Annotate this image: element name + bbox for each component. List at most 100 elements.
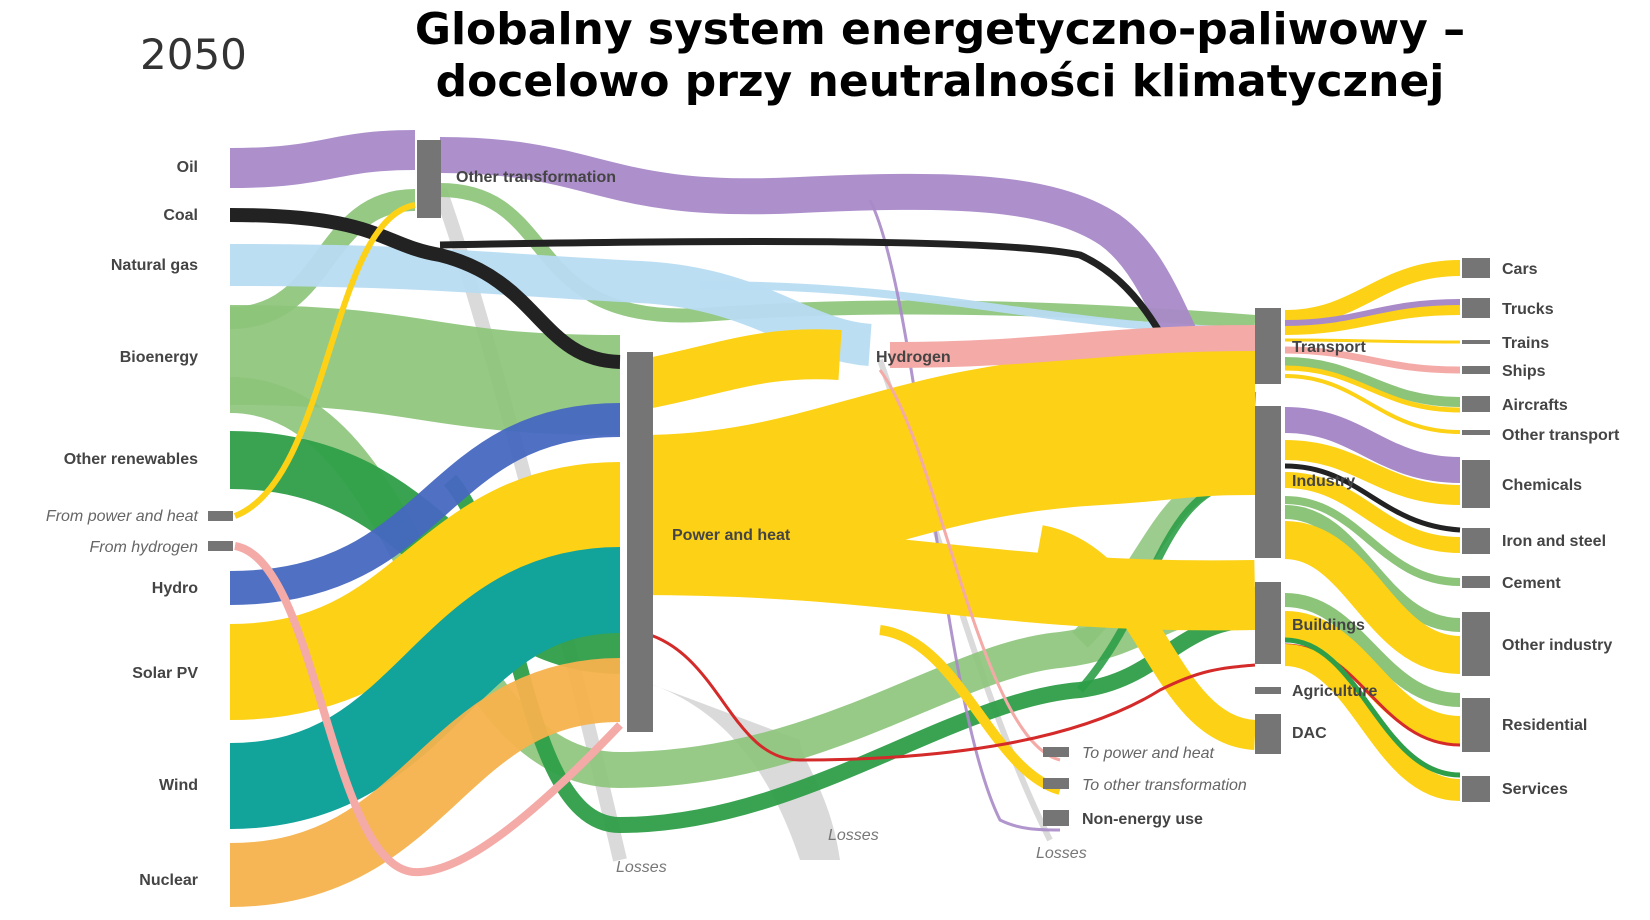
flow-power-to-other-transf [879, 625, 1062, 795]
flow-industry-to-steel-coal [1284, 463, 1461, 533]
node-aircrafts [1462, 396, 1490, 412]
flow-power-to-buildings [639, 525, 1256, 631]
node-cement [1462, 576, 1490, 588]
node-trucks [1462, 298, 1490, 318]
flow-transport-to-trains [1284, 338, 1461, 344]
flows [228, 130, 1462, 907]
label-buildings: Buildings [1292, 617, 1365, 634]
label-to-other-transformation: To other transformation [1082, 777, 1247, 794]
flow-power-to-sectors [639, 345, 1256, 585]
flow-transport-to-aircrafts [1284, 357, 1461, 407]
node-industry [1255, 406, 1281, 558]
node-from-power-heat [208, 511, 233, 521]
flow-from-hydrogen [233, 542, 623, 877]
label-industry: Industry [1292, 473, 1355, 490]
label-to-power-heat: To power and heat [1082, 745, 1215, 762]
label-from-hydrogen: From hydrogen [90, 539, 199, 556]
label-other-industry: Other industry [1502, 637, 1612, 654]
label-losses-2: Losses [828, 827, 879, 844]
node-chemicals [1462, 460, 1490, 508]
label-aircrafts: Aircrafts [1502, 397, 1568, 414]
node-cars [1462, 258, 1490, 278]
flow-bio-to-power [229, 305, 621, 435]
label-hydro: Hydro [152, 580, 198, 597]
flow-transport-to-aircrafts-b [1284, 365, 1461, 413]
label-dac: DAC [1292, 725, 1327, 742]
flow-transport-to-ships [1284, 346, 1461, 374]
label-other-transport: Other transport [1502, 427, 1620, 444]
label-coal: Coal [163, 207, 198, 224]
flow-gas-to-hydrogen [229, 244, 873, 366]
title-line-2: docelowo przy neutralności klimatycznej [435, 56, 1445, 107]
label-solar-pv: Solar PV [132, 665, 198, 682]
label-ships: Ships [1502, 363, 1546, 380]
node-buildings [1255, 582, 1281, 664]
label-wind: Wind [159, 777, 198, 794]
flow-nuclear-to-power [229, 658, 621, 907]
flow-oil-to-transport [439, 137, 1258, 428]
label-trucks: Trucks [1502, 301, 1554, 318]
flow-power-to-hydrogen [635, 329, 842, 410]
label-agriculture: Agriculture [1292, 683, 1377, 700]
label-hydrogen: Hydrogen [876, 349, 951, 366]
flow-industry-to-chemicals [1284, 440, 1461, 505]
label-from-power-heat: From power and heat [46, 508, 199, 525]
year-label: 2050 [140, 30, 247, 79]
node-residential [1462, 698, 1490, 752]
node-iron-steel [1462, 528, 1490, 554]
flow-hydro-to-power [229, 403, 621, 605]
flow-heat-to-buildings [639, 630, 1256, 762]
flow-solar-to-power [228, 462, 622, 720]
label-non-energy-use: Non-energy use [1082, 811, 1203, 828]
nodes [208, 140, 1490, 826]
labels: Oil Coal Natural gas Bioenergy Other ren… [46, 159, 1620, 889]
node-other-transport [1462, 430, 1490, 435]
flow-industry-to-other [1283, 521, 1462, 674]
label-other-renewables: Other renewables [64, 451, 198, 468]
node-other-transformation [417, 140, 441, 218]
node-dac [1255, 714, 1281, 754]
label-bioenergy: Bioenergy [120, 349, 198, 366]
flow-from-power-heat [233, 202, 416, 519]
label-chemicals: Chemicals [1502, 477, 1582, 494]
node-agriculture [1255, 687, 1281, 694]
node-power-and-heat [627, 352, 653, 732]
node-trains [1462, 340, 1490, 344]
flow-transport-to-trucks [1284, 301, 1461, 335]
label-transport: Transport [1292, 339, 1366, 356]
flow-buildings-to-services-green [1284, 637, 1461, 778]
node-to-other-transformation [1043, 778, 1069, 789]
flow-buildings-to-services [1284, 644, 1461, 801]
flow-transport-to-other [1284, 374, 1461, 434]
label-losses-1: Losses [616, 859, 667, 876]
label-cement: Cement [1502, 575, 1561, 592]
label-residential: Residential [1502, 717, 1587, 734]
label-natural-gas: Natural gas [111, 257, 198, 274]
label-oil: Oil [177, 159, 198, 176]
node-other-industry [1462, 612, 1490, 676]
flow-buildings-to-residential-bio [1284, 593, 1461, 707]
flow-industry-to-steel [1284, 472, 1461, 553]
flow-buildings-to-residential [1284, 611, 1461, 744]
page-title: Globalny system energetyczno-paliwowy – … [380, 4, 1500, 108]
flow-hydrogen-to-transport [889, 325, 1256, 368]
label-losses-3: Losses [1036, 845, 1087, 862]
flow-transport-to-trucks-b [1284, 299, 1461, 326]
flow-industry-to-cement [1284, 496, 1461, 586]
node-from-hydrogen [208, 541, 233, 551]
flow-transport-to-cars [1284, 260, 1461, 326]
label-power-and-heat: Power and heat [672, 527, 791, 544]
flow-oil-to-nonenergy [868, 199, 1061, 832]
flow-industry-to-chemicals-oil [1284, 407, 1461, 483]
flow-industry-to-other-green [1284, 505, 1461, 632]
node-to-power-heat [1043, 747, 1069, 757]
flow-bio-to-transport [439, 183, 1256, 329]
label-other-transformation: Other transformation [456, 169, 616, 186]
label-nuclear: Nuclear [139, 872, 198, 889]
label-services: Services [1502, 781, 1568, 798]
node-non-energy-use [1043, 810, 1069, 826]
node-transport [1255, 308, 1281, 384]
label-cars: Cars [1502, 261, 1538, 278]
label-trains: Trains [1502, 335, 1549, 352]
